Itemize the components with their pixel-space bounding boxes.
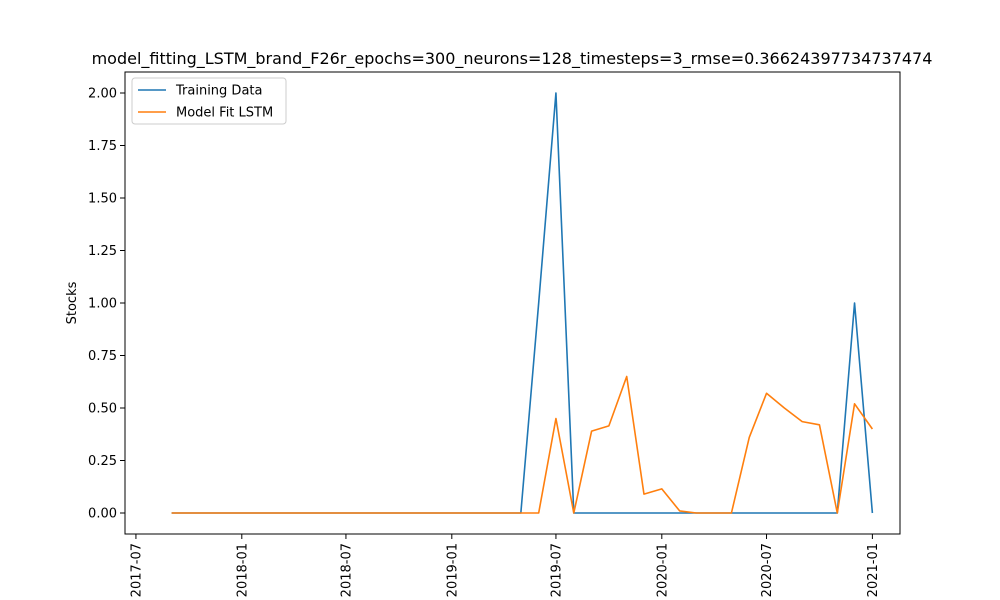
y-tick-label: 1.50 xyxy=(88,192,117,207)
x-tick-label: 2019-07 xyxy=(549,543,564,597)
x-tick-label: 2021-01 xyxy=(866,543,881,597)
y-tick-label: 0.75 xyxy=(88,349,117,364)
y-axis-label: Stocks xyxy=(65,281,80,324)
x-tick-label: 2018-01 xyxy=(235,543,250,597)
y-tick-label: 2.00 xyxy=(88,87,117,102)
x-tick-label: 2020-01 xyxy=(655,543,670,597)
series-line-1 xyxy=(171,92,874,514)
y-tick-label: 0.50 xyxy=(88,402,117,417)
chart-title: model_fitting_LSTM_brand_F26r_epochs=300… xyxy=(92,49,933,69)
y-tick-label: 0.00 xyxy=(88,507,117,522)
legend: Training Data Model Fit LSTM xyxy=(131,77,287,125)
x-tick-label: 2017-07 xyxy=(129,543,144,597)
legend-label-1: Training Data xyxy=(175,84,262,99)
series-layer xyxy=(171,92,874,514)
series-line-2 xyxy=(171,375,874,514)
y-tick-label: 1.25 xyxy=(88,244,117,259)
axes-frame xyxy=(124,71,901,535)
legend-label-2: Model Fit LSTM xyxy=(176,106,273,121)
x-tick-label: 2020-07 xyxy=(760,543,775,597)
x-tick-label: 2018-07 xyxy=(339,543,354,597)
y-tick-label: 0.25 xyxy=(88,454,117,469)
legend-box xyxy=(131,77,287,125)
y-tick-label: 1.00 xyxy=(88,297,117,312)
y-axis: 0.00 0.25 0.50 0.75 1.00 1.25 1.50 1.75 2.00 xyxy=(88,87,125,522)
x-axis: 2017-07 2018-01 2018-07 2019-01 2019-07 2020-… xyxy=(129,534,881,597)
y-tick-label: 1.75 xyxy=(88,139,117,154)
x-tick-label: 2019-01 xyxy=(445,543,460,597)
